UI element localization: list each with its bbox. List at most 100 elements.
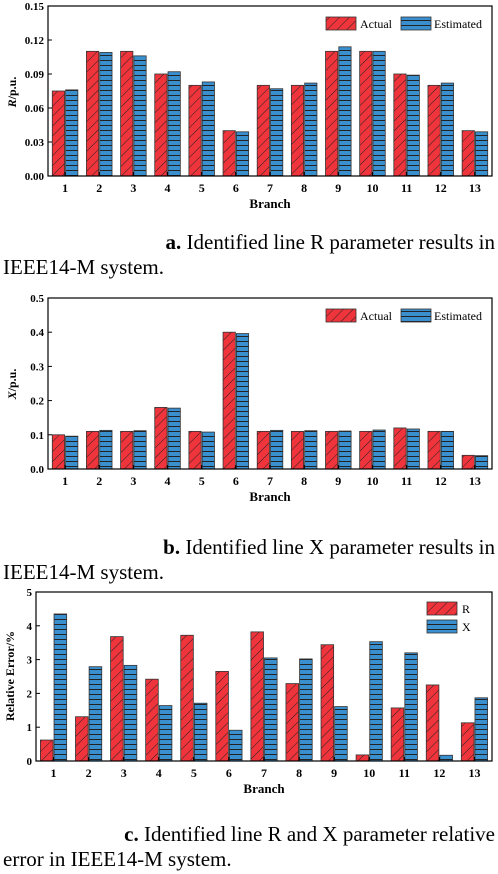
chart-r-parameter: 1 2 3 4 5 6 7 8 9 10 11 12 130.000.030.060.090.120.1… xyxy=(5,1,493,211)
legend-label-estimated: Estimated xyxy=(434,17,482,31)
bar-actual-6 xyxy=(222,130,236,177)
bar-x-2 xyxy=(88,666,103,762)
bar-estimated-4 xyxy=(167,407,181,470)
bar-actual-2 xyxy=(86,430,100,470)
caption-a: a. Identified line R parameter results i… xyxy=(0,230,498,280)
x-axis-label: Branch xyxy=(243,781,285,796)
bar-actual-13 xyxy=(461,130,475,177)
x-tick-label-12: 12 xyxy=(435,474,447,488)
bar-actual-11 xyxy=(393,73,407,177)
bar-x-9 xyxy=(334,706,348,762)
legend-swatch-x xyxy=(426,619,458,634)
y-tick-label-0.06: 0.06 xyxy=(25,103,45,115)
bar-r-11 xyxy=(390,707,405,762)
caption-b-text-2: IEEE14-M system. xyxy=(3,560,164,584)
bar-estimated-8 xyxy=(304,430,318,470)
y-tick-label-0.5: 0.5 xyxy=(30,293,44,305)
y-tick-label-0.03: 0.03 xyxy=(25,137,45,149)
bar-actual-12 xyxy=(427,430,441,470)
y-tick-label-0.3: 0.3 xyxy=(30,361,44,373)
x-tick-label-11: 11 xyxy=(399,766,410,780)
y-tick-label-2: 2 xyxy=(27,688,33,700)
y-tick-label-0.2: 0.2 xyxy=(30,396,44,408)
bar-estimated-12 xyxy=(440,430,454,470)
y-tick-label-0.00: 0.00 xyxy=(25,171,45,183)
bar-estimated-4 xyxy=(167,71,181,177)
bar-actual-1 xyxy=(51,434,65,470)
bar-estimated-6 xyxy=(235,333,250,470)
x-tick-label-3: 3 xyxy=(130,181,136,195)
x-tick-label-9: 9 xyxy=(335,181,341,195)
bar-actual-9 xyxy=(325,50,339,177)
caption-b-label: b. xyxy=(163,535,181,559)
bar-x-4 xyxy=(158,705,173,762)
bar-actual-7 xyxy=(256,84,270,177)
legend: RX xyxy=(426,601,471,634)
bar-x-5 xyxy=(193,702,208,762)
bar-r-7 xyxy=(250,631,264,762)
x-tick-label-13: 13 xyxy=(468,766,480,780)
bar-estimated-9 xyxy=(338,46,352,177)
y-axis-label: Relative Error/% xyxy=(3,631,17,721)
x-tick-label-7: 7 xyxy=(267,474,273,488)
x-tick-label-7: 7 xyxy=(261,766,267,780)
bar-estimated-10 xyxy=(372,429,386,470)
x-tick-label-10: 10 xyxy=(363,766,375,780)
bar-estimated-3 xyxy=(133,430,147,470)
y-axis-label: X/p.u. xyxy=(5,369,19,401)
x-tick-label-5: 5 xyxy=(199,181,205,195)
legend-label-r: R xyxy=(462,602,470,616)
legend-label-actual: Actual xyxy=(360,17,393,31)
y-tick-label-3: 3 xyxy=(27,655,33,667)
x-tick-label-7: 7 xyxy=(267,181,273,195)
plot-frame xyxy=(47,297,493,470)
x-tick-label-9: 9 xyxy=(331,766,337,780)
bar-actual-9 xyxy=(325,430,339,470)
x-tick-label-2: 2 xyxy=(96,474,102,488)
x-tick-label-11: 11 xyxy=(401,181,412,195)
x-tick-label-8: 8 xyxy=(301,474,307,488)
caption-a-label: a. xyxy=(165,230,182,254)
bar-actual-12 xyxy=(427,84,441,177)
caption-c: c. Identified line R and X parameter rel… xyxy=(0,822,498,872)
bar-estimated-5 xyxy=(201,431,215,470)
legend: Actual Estimated xyxy=(325,16,482,31)
y-tick-label-0.0: 0.0 xyxy=(30,464,44,476)
bar-estimated-5 xyxy=(201,81,215,177)
bar-actual-3 xyxy=(120,430,134,470)
y-tick-label-1: 1 xyxy=(27,722,33,734)
bar-actual-5 xyxy=(188,430,202,470)
x-tick-label-6: 6 xyxy=(233,474,239,488)
chart-x-parameter: 1 2 3 4 5 6 7 8 9 10 11 12 130.00.10.20.30.40.5Branc… xyxy=(5,293,493,504)
plot-frame xyxy=(35,591,493,762)
x-tick-label-8: 8 xyxy=(296,766,302,780)
plot-frame xyxy=(47,5,493,177)
bar-estimated-2 xyxy=(99,52,113,177)
legend-swatch-estimated xyxy=(400,16,432,31)
legend-swatch-actual xyxy=(325,16,357,31)
bar-estimated-7 xyxy=(270,88,284,177)
y-tick-label-5: 5 xyxy=(27,587,33,599)
x-tick-label-13: 13 xyxy=(469,181,481,195)
bar-r-9 xyxy=(320,644,335,762)
legend-label-x: X xyxy=(462,620,471,634)
x-tick-label-11: 11 xyxy=(401,474,412,488)
bar-actual-10 xyxy=(359,430,373,470)
bar-actual-6 xyxy=(222,331,236,470)
bar-estimated-13 xyxy=(475,131,489,177)
bar-actual-2 xyxy=(86,50,100,177)
bar-estimated-1 xyxy=(65,89,79,177)
caption-a-text-2: IEEE14-M system. xyxy=(3,255,164,279)
x-tick-label-6: 6 xyxy=(226,766,232,780)
bar-r-12 xyxy=(425,684,440,762)
bar-actual-1 xyxy=(51,90,65,177)
bar-r-1 xyxy=(40,739,54,762)
y-tick-label-0.12: 0.12 xyxy=(25,35,45,47)
x-tick-label-4: 4 xyxy=(165,181,171,195)
bar-estimated-8 xyxy=(304,82,318,177)
y-tick-label-0.09: 0.09 xyxy=(25,69,45,81)
y-tick-label-0.4: 0.4 xyxy=(30,327,44,339)
bar-estimated-12 xyxy=(440,82,454,177)
x-tick-label-6: 6 xyxy=(233,181,239,195)
legend-swatch-r xyxy=(426,601,458,616)
